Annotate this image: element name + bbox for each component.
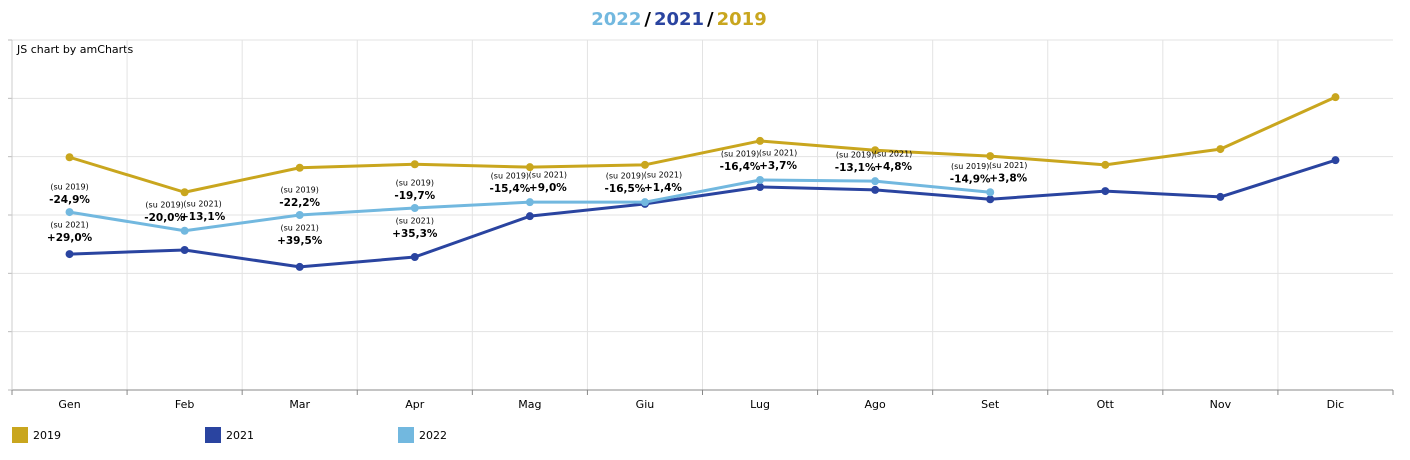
legend-swatch — [12, 427, 28, 443]
title-part: / — [644, 9, 651, 30]
annotation-ref: (su 2021) — [50, 221, 88, 230]
annotation-ref: (su 2021) — [529, 171, 567, 180]
legend-label: 2019 — [33, 429, 61, 442]
x-tick-label: Mag — [518, 398, 541, 411]
point — [65, 153, 74, 162]
annotation-value: +39,5% — [277, 235, 323, 247]
point — [65, 208, 74, 217]
point — [756, 136, 765, 145]
point — [986, 152, 995, 161]
point — [1101, 187, 1110, 196]
annotation-value: -22,2% — [279, 197, 320, 209]
point — [295, 211, 304, 219]
annotation-ref: (su 2021) — [396, 217, 434, 226]
annotation-value: -13,1% — [835, 162, 876, 174]
point — [1216, 145, 1225, 154]
annotation-ref: (su 2021) — [989, 161, 1027, 170]
point — [1216, 192, 1225, 201]
x-tick-label: Feb — [175, 398, 194, 411]
x-tick-label: Nov — [1210, 398, 1232, 411]
annotation-value: +35,3% — [392, 228, 438, 240]
point — [756, 176, 765, 184]
annotation-ref: (su 2019) — [721, 150, 759, 159]
legend-swatch — [398, 427, 414, 443]
annotation-value: +4,8% — [874, 161, 912, 173]
point — [986, 188, 995, 197]
point — [525, 212, 534, 221]
annotation-ref: (su 2019) — [145, 200, 183, 209]
annotation-value: +29,0% — [47, 232, 93, 244]
point — [180, 226, 189, 235]
series-line — [69, 95, 1337, 194]
annotation-ref: (su 2021) — [874, 150, 912, 159]
annotation-value: +9,0% — [529, 182, 567, 194]
annotation-ref: (su 2019) — [396, 179, 434, 188]
x-tick-label: Dic — [1327, 398, 1345, 411]
series-line — [69, 158, 1336, 269]
annotation-value: -24,9% — [49, 194, 90, 206]
title-part: 2019 — [717, 9, 767, 30]
point — [295, 163, 304, 172]
point — [871, 146, 880, 155]
annotation-value: -20,0% — [144, 212, 185, 224]
point — [295, 262, 304, 271]
title-part: 2022 — [591, 9, 641, 30]
x-tick-label: Mar — [289, 398, 310, 411]
point — [986, 195, 995, 204]
x-tick-label: Lug — [750, 398, 770, 411]
annotation-ref: (su 2019) — [491, 172, 529, 181]
point — [410, 160, 419, 169]
point — [180, 246, 189, 254]
annotation-ref: (su 2019) — [951, 162, 989, 171]
annotation-ref: (su 2019) — [836, 151, 874, 160]
annotation-ref: (su 2021) — [183, 199, 221, 208]
annotation-ref: (su 2021) — [281, 224, 319, 233]
annotation-ref: (su 2021) — [644, 171, 682, 180]
annotation-ref: (su 2019) — [50, 183, 88, 192]
x-tick-label: Ago — [865, 398, 887, 411]
annotation-value: -16,4% — [720, 161, 761, 173]
point — [640, 198, 649, 207]
point — [65, 250, 74, 259]
annotation-value: +13,1% — [180, 211, 226, 223]
legend-label: 2021 — [226, 429, 254, 442]
credit: JS chart by amCharts — [16, 43, 133, 56]
x-tick-label: Set — [981, 398, 1000, 411]
x-tick-label: Giu — [636, 398, 655, 411]
legend-label: 2022 — [419, 429, 447, 442]
point — [1331, 156, 1340, 165]
annotation-value: -16,5% — [605, 183, 646, 195]
point — [525, 198, 534, 207]
annotation-value: -19,7% — [394, 190, 435, 202]
x-tick-label: Ott — [1097, 398, 1115, 411]
annotation-value: -15,4% — [489, 183, 530, 195]
x-tick-label: Gen — [58, 398, 80, 411]
annotation-value: +1,4% — [644, 182, 682, 194]
title-part: 2021 — [654, 9, 704, 30]
x-tick-label: Apr — [405, 398, 425, 411]
point — [756, 183, 765, 191]
point — [871, 177, 880, 186]
point — [410, 253, 419, 261]
annotation-value: -14,9% — [950, 173, 991, 185]
chart-title: 2022/2021/2019 — [591, 9, 766, 30]
point — [180, 188, 189, 197]
title-part: / — [707, 9, 714, 30]
point — [871, 185, 880, 194]
annotation-value: +3,7% — [759, 160, 797, 172]
annotation-ref: (su 2021) — [759, 149, 797, 158]
legend-swatch — [205, 427, 221, 443]
annotation-ref: (su 2019) — [281, 186, 319, 195]
annotation-ref: (su 2019) — [606, 172, 644, 181]
point — [410, 204, 419, 212]
point — [525, 163, 534, 172]
annotation-value: +3,8% — [989, 172, 1027, 184]
point — [1101, 160, 1110, 169]
point — [640, 160, 649, 169]
point — [1331, 93, 1340, 102]
